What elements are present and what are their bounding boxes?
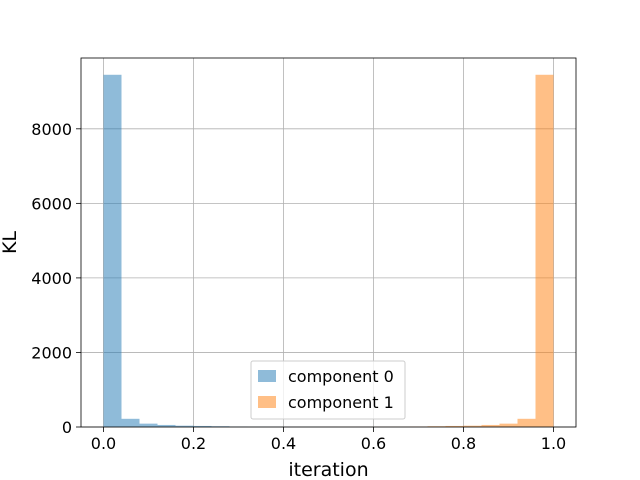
legend-swatch-component-1 [258, 396, 276, 408]
bar-series-0-bin-1 [121, 418, 140, 427]
bar-series-0-bin-2 [139, 423, 158, 427]
ticks: 0.0 0.2 0.4 0.6 0.8 1.0 0 2000 4000 6000 8000 [31, 120, 566, 453]
x-tick-label-5: 1.0 [541, 434, 566, 453]
x-tick-label-3: 0.6 [361, 434, 386, 453]
bars [103, 74, 554, 427]
bar-series-1-bin-21 [481, 424, 500, 427]
y-tick-label-4: 8000 [31, 120, 72, 139]
x-tick-label-1: 0.2 [181, 434, 206, 453]
bar-series-1-bin-23 [517, 418, 536, 427]
bar-series-1-bin-22 [499, 423, 518, 427]
y-tick-label-3: 6000 [31, 194, 72, 213]
bar-series-1-bin-19 [445, 425, 464, 427]
legend: component 0 component 1 [250, 360, 406, 420]
plot-frame [80, 57, 577, 428]
bar-series-1-bin-20 [463, 425, 482, 427]
legend-label-component-1: component 1 [288, 393, 394, 412]
bar-series-0-bin-3 [157, 424, 176, 427]
x-tick-label-4: 0.8 [451, 434, 476, 453]
legend-label-component-0: component 0 [288, 367, 394, 386]
y-tick-label-0: 0 [62, 418, 72, 437]
x-tick-label-0: 0.0 [91, 434, 116, 453]
legend-box [250, 360, 406, 420]
x-tick-label-2: 0.4 [271, 434, 296, 453]
y-axis-label: KL [0, 231, 21, 254]
bar-series-0-bin-4 [175, 425, 194, 427]
bar-series-1-bin-24 [535, 74, 554, 427]
y-tick-label-1: 2000 [31, 343, 72, 362]
legend-swatch-component-0 [258, 370, 276, 382]
y-tick-label-2: 4000 [31, 269, 72, 288]
bar-series-0-bin-5 [193, 425, 212, 427]
x-axis-label: iteration [288, 459, 368, 480]
bar-series-0-bin-0 [103, 74, 122, 427]
